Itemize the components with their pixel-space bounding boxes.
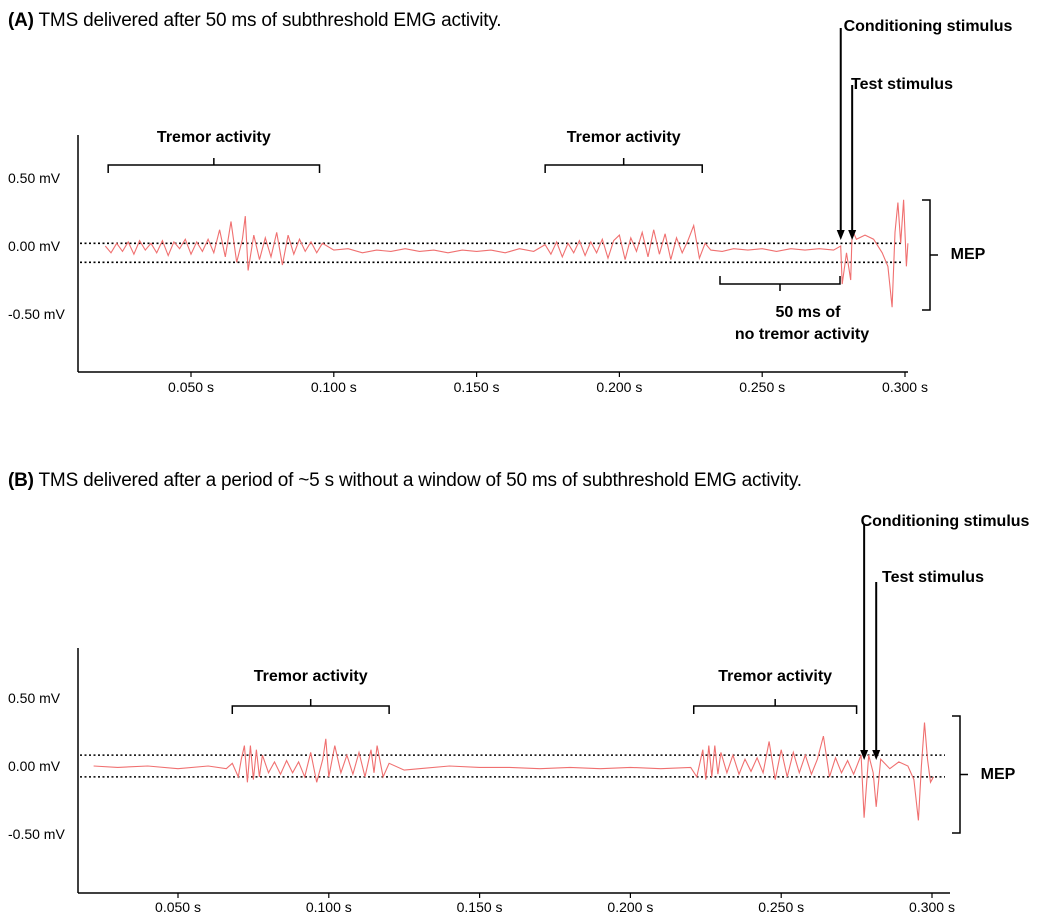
panel-a-chart: 0.050 s 0.100 s 0.150 s 0.200 s 0.250 s 0.300… (8, 18, 1013, 395)
panel-a-tremor-brace (544, 158, 703, 173)
panel-b-x-tick-label: 0.200 s (607, 899, 653, 915)
panel-a-x-tick-label: 0.050 s (168, 379, 214, 395)
panel-b-x-tick-label: 0.300 s (909, 899, 955, 915)
panel-b-x-tick-label: 0.150 s (457, 899, 503, 915)
panel-a-tremor-label: Tremor activity (157, 129, 271, 146)
panel-b-x-tick-label: 0.250 s (758, 899, 804, 915)
panel-a-tremor-label: Tremor activity (567, 129, 681, 146)
panel-a-emg-trace (104, 199, 909, 308)
panel-a-y-tick-label: 0.00 mV (8, 238, 61, 254)
panel-a-mep-label: MEP (951, 246, 986, 263)
panel-a-x-tick-label: 0.200 s (596, 379, 642, 395)
panel-a-x-tick-label: 0.150 s (454, 379, 500, 395)
panel-a-title: (A) TMS delivered after 50 ms of subthre… (8, 10, 502, 32)
panel-b-chart: 0.050 s 0.100 s 0.150 s 0.200 s 0.250 s 0.300… (8, 513, 1030, 915)
panel-a-test-stimulus-arrowhead (848, 230, 857, 240)
panel-b-title-text: TMS delivered after a period of ~5 s wit… (38, 470, 802, 491)
panel-a-no-tremor-label: 50 ms of (776, 304, 842, 321)
panel-a-conditioning-stimulus-label: Conditioning stimulus (844, 18, 1013, 35)
panel-b-mep-bracket (952, 715, 968, 834)
panel-b-y-tick-label: 0.50 mV (8, 690, 61, 706)
panel-a-title-text: TMS delivered after 50 ms of subthreshol… (38, 10, 502, 31)
panel-b-emg-trace (93, 722, 934, 821)
panel-b-y-tick-label: -0.50 mV (8, 826, 65, 842)
panel-a-no-tremor-label: no tremor activity (735, 326, 869, 343)
panel-b-y-tick-label: 0.00 mV (8, 758, 61, 774)
panel-b-letter: (B) (8, 470, 34, 491)
panel-a-tremor-brace (107, 158, 321, 173)
panel-a-letter: (A) (8, 10, 34, 31)
panel-b-tremor-label: Tremor activity (254, 668, 368, 685)
panel-a-x-tick-label: 0.250 s (739, 379, 785, 395)
panel-b-x-tick-label: 0.050 s (155, 899, 201, 915)
panel-b-conditioning-stimulus-label: Conditioning stimulus (861, 513, 1030, 530)
panel-a-no-tremor-brace (719, 276, 841, 291)
panel-b-tremor-brace (231, 699, 390, 714)
panel-b-test-stimulus-arrowhead (872, 750, 881, 760)
panel-a-x-tick-label: 0.300 s (882, 379, 928, 395)
panel-b-x-tick-label: 0.100 s (306, 899, 352, 915)
panel-b-tremor-label: Tremor activity (718, 668, 832, 685)
panel-a-test-stimulus-label: Test stimulus (851, 76, 953, 93)
panel-a-y-tick-label: 0.50 mV (8, 170, 61, 186)
panel-a-mep-bracket (922, 199, 938, 311)
panel-a-x-tick-label: 0.100 s (311, 379, 357, 395)
panel-b-tremor-brace (692, 699, 858, 714)
panel-a-conditioning-stimulus-arrowhead (836, 230, 845, 240)
panel-b-test-stimulus-label: Test stimulus (882, 569, 984, 586)
panel-b-conditioning-stimulus-arrowhead (860, 750, 869, 760)
panel-a-y-tick-label: -0.50 mV (8, 306, 65, 322)
panel-b-mep-label: MEP (981, 766, 1016, 783)
panel-b-title: (B) TMS delivered after a period of ~5 s… (8, 470, 802, 492)
